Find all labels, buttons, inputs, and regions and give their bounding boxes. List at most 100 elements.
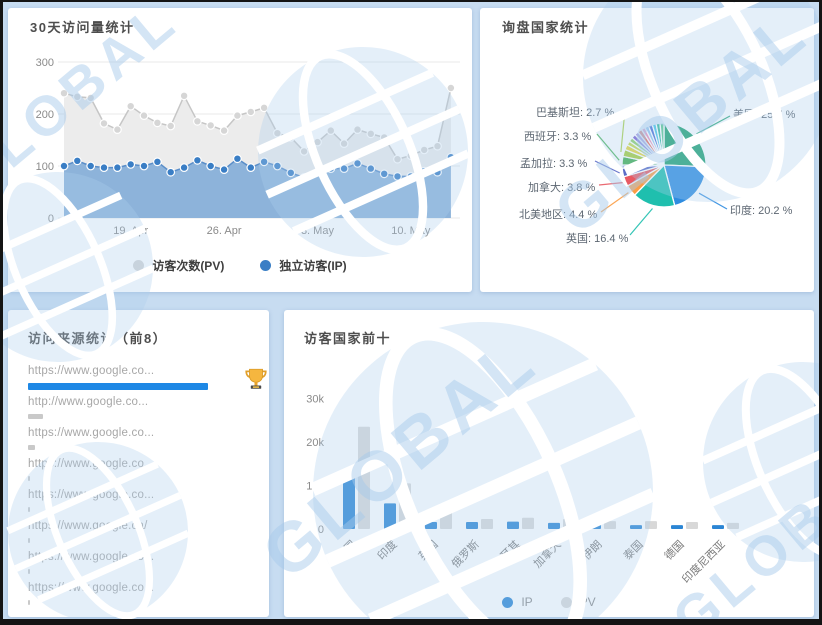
legend-item-pv-bars[interactable]: PV [560, 595, 596, 609]
pv-bar[interactable] [522, 517, 534, 529]
pv-bar[interactable] [604, 521, 616, 529]
pie-slice[interactable] [663, 122, 707, 168]
data-point-marker[interactable] [273, 161, 282, 171]
data-point-marker[interactable] [86, 161, 96, 171]
data-point-marker[interactable] [166, 167, 176, 177]
data-point-marker[interactable] [406, 171, 416, 181]
data-point-marker[interactable] [286, 132, 296, 142]
pv-bar[interactable] [481, 518, 493, 529]
pie-leader-line [698, 192, 728, 210]
data-point-marker[interactable] [259, 103, 269, 113]
data-point-marker[interactable] [299, 172, 309, 182]
data-point-marker[interactable] [206, 161, 216, 171]
data-point-marker[interactable] [246, 163, 256, 173]
pv-bar[interactable] [727, 522, 739, 529]
ip-bar[interactable] [589, 524, 601, 529]
x-axis-tick: 10. May [391, 225, 431, 237]
ip-bar[interactable] [343, 471, 355, 529]
data-point-marker[interactable] [126, 159, 136, 169]
pv-bar[interactable] [358, 426, 370, 529]
data-point-marker[interactable] [126, 101, 136, 111]
source-url[interactable]: https://www.google.co... [28, 582, 155, 594]
data-point-marker[interactable] [339, 139, 349, 149]
data-point-marker[interactable] [433, 167, 442, 177]
pv-bar[interactable] [440, 512, 452, 529]
data-point-marker[interactable] [353, 125, 362, 134]
ip-bar[interactable] [466, 522, 478, 529]
pv-bar[interactable] [686, 522, 698, 529]
data-point-marker[interactable] [273, 128, 282, 138]
ip-bar[interactable] [425, 522, 437, 529]
data-point-marker[interactable] [419, 145, 429, 155]
source-list-item: https://www.google.ca/ [28, 517, 251, 548]
data-point-marker[interactable] [192, 116, 202, 126]
data-point-marker[interactable] [353, 158, 362, 168]
ip-bar[interactable] [507, 521, 519, 529]
data-point-marker[interactable] [313, 167, 322, 177]
data-point-marker[interactable] [192, 155, 202, 165]
ip-bar[interactable] [548, 522, 560, 529]
data-point-marker[interactable] [99, 163, 109, 173]
data-point-marker[interactable] [326, 164, 336, 174]
data-point-marker[interactable] [433, 141, 442, 151]
data-point-marker[interactable] [286, 168, 296, 178]
data-point-marker[interactable] [406, 151, 416, 161]
data-point-marker[interactable] [206, 120, 216, 130]
data-point-marker[interactable] [313, 137, 322, 147]
data-point-marker[interactable] [139, 111, 149, 120]
source-url[interactable]: https://www.google.ca/ [28, 520, 148, 532]
data-point-marker[interactable] [446, 152, 456, 162]
ip-bar[interactable] [384, 503, 396, 529]
source-url[interactable]: http://www.google.co... [28, 396, 149, 408]
category-label: 德国 [661, 537, 686, 562]
data-point-marker[interactable] [179, 91, 189, 101]
legend-item-pv[interactable]: 访客次数(PV) [133, 257, 224, 274]
source-url[interactable]: https://www.google.co... [28, 489, 155, 501]
source-url[interactable]: https://www.google.co... [28, 458, 155, 470]
data-point-marker[interactable] [366, 129, 376, 139]
data-point-marker[interactable] [152, 157, 162, 167]
data-point-marker[interactable] [59, 161, 69, 171]
data-point-marker[interactable] [419, 166, 429, 176]
legend-item-ip-bars[interactable]: IP [502, 595, 533, 609]
ip-bar[interactable] [712, 525, 724, 529]
data-point-marker[interactable] [152, 118, 162, 128]
data-point-marker[interactable] [72, 92, 82, 102]
inquiry-pie-canvas[interactable] [480, 8, 814, 292]
data-point-marker[interactable] [393, 171, 402, 181]
pv-bar[interactable] [399, 483, 411, 529]
data-point-marker[interactable] [219, 165, 229, 175]
data-point-marker[interactable] [59, 88, 69, 98]
data-point-marker[interactable] [379, 169, 389, 179]
source-url[interactable]: https://www.google.co... [28, 365, 155, 377]
data-point-marker[interactable] [179, 163, 189, 173]
data-point-marker[interactable] [232, 154, 242, 164]
data-point-marker[interactable] [299, 146, 309, 156]
data-point-marker[interactable] [246, 107, 256, 117]
data-point-marker[interactable] [326, 126, 336, 135]
pv-bar[interactable] [645, 521, 657, 529]
data-point-marker[interactable] [446, 83, 456, 93]
data-point-marker[interactable] [99, 118, 109, 128]
data-point-marker[interactable] [112, 125, 122, 134]
data-point-marker[interactable] [339, 164, 349, 174]
data-point-marker[interactable] [219, 126, 229, 135]
data-point-marker[interactable] [86, 93, 96, 103]
source-url[interactable]: https://www.google.co... [28, 551, 155, 563]
data-point-marker[interactable] [112, 163, 122, 173]
pv-bar[interactable] [563, 518, 575, 529]
data-point-marker[interactable] [379, 132, 389, 142]
data-point-marker[interactable] [232, 111, 242, 120]
data-point-marker[interactable] [166, 121, 176, 131]
ip-bar[interactable] [671, 525, 683, 529]
data-point-marker[interactable] [72, 156, 82, 166]
legend-item-ip[interactable]: 独立访客(IP) [260, 257, 347, 274]
data-point-marker[interactable] [259, 157, 269, 167]
data-point-marker[interactable] [393, 154, 402, 164]
ip-bar[interactable] [630, 525, 642, 529]
data-point-marker[interactable] [139, 161, 149, 171]
source-url[interactable]: https://www.google.co... [28, 427, 155, 439]
data-point-marker[interactable] [366, 164, 376, 174]
traffic-chart-canvas[interactable]: 300 200 100 0 19. Apr 26. Apr 3. May 10. May [8, 8, 472, 292]
